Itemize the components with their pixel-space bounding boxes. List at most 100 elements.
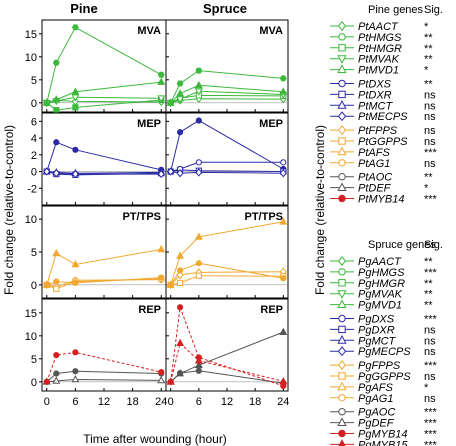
legend-sig-pgmyb14: ***: [424, 429, 438, 441]
legend-sig-ptmvak: **: [424, 54, 433, 66]
legend-gene-pgmyb14: PgMYB14: [358, 429, 408, 441]
legend-sig-pgmct: ns: [424, 335, 436, 347]
legend-marker-pgmct: [337, 335, 347, 344]
point-pine-pt-tps-ptafs-24: [157, 244, 166, 253]
legend-gene-pgdef: PgDEF: [358, 418, 395, 430]
series-line-spruce-pt-tps-pgag1: [170, 262, 284, 286]
panel-pine-mva: 0 5 10 15 MVA: [25, 19, 167, 114]
y-tick-label-pine-mva-0: 0: [31, 98, 37, 110]
panel-label-spruce-mep: MEP: [259, 118, 283, 130]
series-line-spruce-mep-pgmct: [170, 161, 284, 172]
legend-gene-pghmgs: PgHMGS: [358, 267, 405, 279]
legend-gene-pgmyb15: PgMYB15: [358, 439, 408, 446]
legend-sig-pthmgs: **: [424, 32, 433, 44]
legend-gene-pgaoc: PgAOC: [358, 407, 395, 419]
point-pine-mva-ptmvd1-24: [157, 77, 166, 85]
point-spruce-rep-pgdef-6: [194, 360, 203, 369]
legend-sig-pgaoc: ***: [424, 407, 438, 419]
series-line-pine-mva-ptmvd1: [46, 81, 162, 104]
legend-sig-ptaoc: **: [424, 172, 433, 184]
panel-label-pine-mva: MVA: [137, 25, 161, 37]
panel-label-spruce-pt-tps: PT/TPS: [244, 211, 283, 223]
point-pine-rep-ptmyb14-0: [43, 378, 50, 385]
panel-spruce-pt-tps: PT/TPS: [165, 205, 289, 299]
x-tick-label-pine-rep-6: 6: [72, 396, 78, 408]
legend-gene-pgaact: PgAACT: [358, 256, 402, 268]
series-line-pine-mva-pthmgs: [46, 26, 162, 103]
legend-sig-pgag1: ns: [424, 393, 436, 405]
point-spruce-rep-pgdef-2: [176, 369, 185, 377]
x-tick-label-pine-rep-24: 24: [155, 396, 167, 408]
series-line-pine-pt-tps-ptag1: [46, 277, 162, 286]
point-spruce-rep-pgmyb15-0: [166, 377, 175, 385]
legend-gene-ptaact: PtAACT: [358, 21, 399, 33]
series-line-spruce-mva-pgmvak: [170, 90, 284, 104]
y-tick-label-pine-rep-0: 0: [31, 377, 37, 389]
legend-gene-ptdxs: PtDXS: [358, 79, 392, 91]
y-tick-label-pine-rep-10: 10: [25, 331, 37, 343]
panel-spruce-rep: REP 0 6 12 18 24: [165, 298, 289, 408]
point-pine-rep-ptdef-24: [157, 375, 166, 384]
panel-spruce-mva: MVA: [165, 19, 289, 113]
point-pine-rep-ptmyb14-6: [72, 349, 79, 356]
point-spruce-rep-pgdef-24: [279, 327, 288, 335]
legend-gene-pgmecps: PgMECPS: [358, 346, 411, 358]
point-pine-pt-tps-ptggpps-2: [53, 285, 60, 292]
panel-label-pine-rep: REP: [138, 304, 161, 316]
series-line-spruce-mva-pgmvd1: [170, 84, 284, 104]
legend-marker-ptdxr: [338, 90, 346, 99]
legend-marker-ptggpps: [338, 137, 346, 145]
y-tick-label-pine-mep-4: 4: [31, 133, 37, 145]
legend-marker-pgmvd1: [337, 299, 347, 308]
legend-title-spruce-genes: Spruce genes: [368, 239, 436, 251]
col-title-pine: Pine: [70, 1, 97, 16]
point-pine-mva-ptmvd1-0: [42, 98, 51, 106]
legend-marker-ptmvd1: [337, 64, 347, 73]
point-pine-pt-tps-ptag1-2: [53, 278, 60, 285]
point-pine-pt-tps-ptag1-24: [158, 274, 165, 281]
legend-marker-pgdef: [337, 417, 347, 426]
legend-marker-pgaoc: [338, 408, 346, 416]
series-line-spruce-pt-tps-pgafs: [170, 221, 284, 286]
series-line-spruce-pt-tps-pgfpps: [170, 271, 284, 286]
legend-sig-pgfpps: ***: [424, 360, 438, 372]
point-spruce-mva-pgmvd1-24: [279, 87, 288, 95]
panel-pine-mep: -2 0 2 4 6 MEP: [27, 112, 167, 206]
x-tick-label-spruce-rep-24: 24: [277, 396, 289, 408]
point-spruce-mva-pgmvak-6: [194, 88, 203, 96]
series-line-spruce-rep-pgaoc: [170, 370, 284, 384]
col-title-spruce: Spruce: [203, 1, 247, 16]
legend-marker-ptmct: [337, 100, 347, 109]
legend-gene-pgag1: PgAG1: [358, 393, 393, 405]
legend-marker-ptafs: [337, 146, 347, 156]
point-pine-rep-ptmyb14-24: [158, 369, 165, 376]
legend-sig-pgdxr: ns: [424, 324, 436, 336]
point-spruce-mva-pgmvd1-2: [176, 89, 185, 97]
point-spruce-mva-pghmgs-24: [279, 75, 287, 82]
legend-marker-pgafs: [337, 381, 347, 391]
series-line-pine-mep-ptmecps: [46, 171, 162, 175]
point-spruce-rep-pgmyb14-2: [176, 304, 184, 311]
point-pine-mep-ptmecps-6: [71, 169, 79, 179]
legend-sig-pgmecps: ns: [424, 346, 436, 358]
point-pine-mva-ptmvd1-6: [71, 87, 80, 95]
legend-sig-pghmgr: **: [424, 278, 433, 290]
legend-gene-ptaoc: PtAOC: [358, 172, 392, 184]
panel-spruce-mep: MEP: [165, 112, 289, 206]
point-pine-mva-ptmvd1-2: [52, 95, 61, 103]
point-spruce-mep-pgmecps-2: [176, 169, 184, 178]
legend-sig-pgmyb15: ***: [424, 439, 438, 446]
point-pine-mep-ptmecps-2: [52, 169, 60, 178]
point-pine-pt-tps-ptag1-0: [43, 281, 50, 288]
legend-sig-ptggpps: ns: [424, 136, 436, 148]
legend-marker-pgfpps: [337, 360, 347, 371]
series-line-pine-mva-ptmvak: [46, 96, 162, 104]
legend-marker-pgaact: [337, 256, 347, 266]
legend-sig-ptag1: ns: [424, 158, 436, 170]
legend-sig-pgmvak: **: [424, 289, 433, 301]
series-line-spruce-mep-pgmecps: [170, 171, 284, 174]
point-spruce-mep-pgdxs-6: [195, 117, 202, 124]
legend-marker-ptdef: [337, 182, 347, 191]
legend-gene-ptfpps: PtFPPS: [358, 125, 398, 137]
